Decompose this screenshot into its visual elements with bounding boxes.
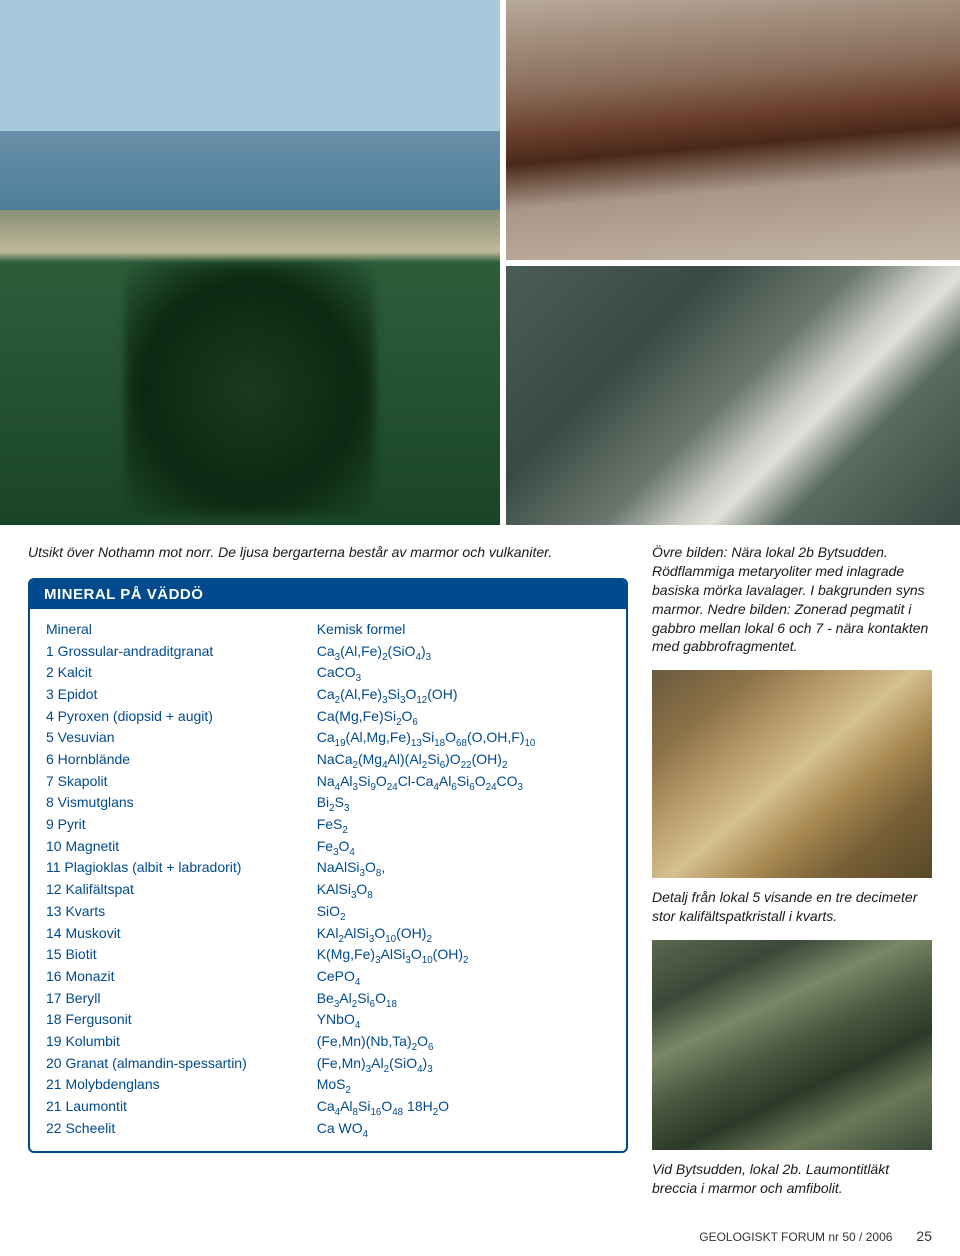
mineral-formula: Ca3(Al,Fe)2(SiO4)3: [317, 641, 610, 663]
mineral-name: 6 Hornblände: [46, 749, 317, 771]
mineral-row: 22 ScheelitCa WO4: [46, 1118, 610, 1140]
mineral-name: 14 Muskovit: [46, 923, 317, 945]
left-column: Utsikt över Nothamn mot norr. De ljusa b…: [28, 543, 628, 1198]
mineral-formula: Bi2S3: [317, 792, 610, 814]
right-column: Övre bilden: Nära lokal 2b Bytsudden. Rö…: [652, 543, 932, 1198]
mineral-name: 1 Grossular-andraditgranat: [46, 641, 317, 663]
mineral-name: 7 Skapolit: [46, 771, 317, 793]
mineral-formula: FeS2: [317, 814, 610, 836]
mineral-formula: MoS2: [317, 1074, 610, 1096]
mineral-formula: SiO2: [317, 901, 610, 923]
mineral-name: 21 Laumontit: [46, 1096, 317, 1118]
page-footer: GEOLOGISKT FORUM nr 50 / 2006 25: [699, 1228, 932, 1244]
mineral-name: 10 Magnetit: [46, 836, 317, 858]
mineral-formula: KAl2AlSi3O10(OH)2: [317, 923, 610, 945]
mineral-formula: Ca19(Al,Mg,Fe)13Si18O68(O,OH,F)10: [317, 727, 610, 749]
mineral-table-box: MINERAL PÅ VÄDDÖ Mineral Kemisk formel 1…: [28, 578, 628, 1154]
photo-nothamn-view: [0, 0, 500, 525]
mineral-formula: CePO4: [317, 966, 610, 988]
mineral-table-title: MINERAL PÅ VÄDDÖ: [30, 580, 626, 609]
mineral-formula: CaCO3: [317, 662, 610, 684]
mineral-formula: Ca2(Al,Fe)3Si3O12(OH): [317, 684, 610, 706]
mineral-name: 18 Fergusonit: [46, 1009, 317, 1031]
mineral-name: 22 Scheelit: [46, 1118, 317, 1140]
mineral-row: 20 Granat (almandin-spessartin)(Fe,Mn)3A…: [46, 1053, 610, 1075]
header-formula: Kemisk formel: [317, 619, 610, 641]
mineral-row: 1 Grossular-andraditgranatCa3(Al,Fe)2(Si…: [46, 641, 610, 663]
mineral-name: 11 Plagioklas (albit + labradorit): [46, 857, 317, 879]
mineral-name: 13 Kvarts: [46, 901, 317, 923]
mineral-row: 13 KvartsSiO2: [46, 901, 610, 923]
mineral-name: 20 Granat (almandin-spessartin): [46, 1053, 317, 1075]
mineral-row: 21 LaumontitCa4Al8Si16O48 18H2O: [46, 1096, 610, 1118]
photo-pegmatite: [506, 266, 960, 526]
mineral-row: 12 KalifältspatKAlSi3O8: [46, 879, 610, 901]
mineral-formula: Be3Al2Si6O18: [317, 988, 610, 1010]
mineral-formula: (Fe,Mn)3Al2(SiO4)3: [317, 1053, 610, 1075]
mineral-row: 8 VismutglansBi2S3: [46, 792, 610, 814]
right-caption-mid: Detalj från lokal 5 visande en tre decim…: [652, 888, 932, 926]
mineral-name: 9 Pyrit: [46, 814, 317, 836]
mineral-formula: (Fe,Mn)(Nb,Ta)2O6: [317, 1031, 610, 1053]
mineral-row: 21 MolybdenglansMoS2: [46, 1074, 610, 1096]
mineral-name: 12 Kalifältspat: [46, 879, 317, 901]
publication-label: GEOLOGISKT FORUM nr 50 / 2006: [699, 1230, 892, 1244]
mineral-name: 21 Molybdenglans: [46, 1074, 317, 1096]
mineral-formula: NaCa2(Mg4Al)(Al2Si6)O22(OH)2: [317, 749, 610, 771]
mineral-formula: KAlSi3O8: [317, 879, 610, 901]
right-caption-top: Övre bilden: Nära lokal 2b Bytsudden. Rö…: [652, 543, 932, 656]
mineral-row: 6 HornbländeNaCa2(Mg4Al)(Al2Si6)O22(OH)2: [46, 749, 610, 771]
mineral-row: 2 KalcitCaCO3: [46, 662, 610, 684]
photo-breccia: [652, 940, 932, 1150]
mineral-row: 9 PyritFeS2: [46, 814, 610, 836]
mineral-formula: NaAlSi3O8,: [317, 857, 610, 879]
mineral-formula: Ca4Al8Si16O48 18H2O: [317, 1096, 610, 1118]
mineral-name: 2 Kalcit: [46, 662, 317, 684]
mineral-row: 14 MuskovitKAl2AlSi3O10(OH)2: [46, 923, 610, 945]
mineral-row: 11 Plagioklas (albit + labradorit)NaAlSi…: [46, 857, 610, 879]
mineral-table-header: Mineral Kemisk formel: [46, 619, 610, 641]
header-mineral: Mineral: [46, 619, 317, 641]
mineral-name: 16 Monazit: [46, 966, 317, 988]
mineral-name: 19 Kolumbit: [46, 1031, 317, 1053]
mineral-row: 7 SkapolitNa4Al3Si9O24Cl-Ca4Al6Si6O24CO3: [46, 771, 610, 793]
right-caption-bottom: Vid Bytsudden, lokal 2b. Laumontitläkt b…: [652, 1160, 932, 1198]
photo-feldspar-crystal: [652, 670, 932, 878]
top-photo-strip: [0, 0, 960, 525]
mineral-row: 15 BiotitK(Mg,Fe)3AlSi3O10(OH)2: [46, 944, 610, 966]
mineral-formula: Fe3O4: [317, 836, 610, 858]
mineral-row: 19 Kolumbit(Fe,Mn)(Nb,Ta)2O6: [46, 1031, 610, 1053]
mineral-row: 5 VesuvianCa19(Al,Mg,Fe)13Si18O68(O,OH,F…: [46, 727, 610, 749]
mineral-row: 10 MagnetitFe3O4: [46, 836, 610, 858]
mineral-row: 4 Pyroxen (diopsid + augit)Ca(Mg,Fe)Si2O…: [46, 706, 610, 728]
content-area: Utsikt över Nothamn mot norr. De ljusa b…: [0, 525, 960, 1210]
mineral-row: 18 FergusonitYNbO4: [46, 1009, 610, 1031]
mineral-row: 3 EpidotCa2(Al,Fe)3Si3O12(OH): [46, 684, 610, 706]
mineral-name: 4 Pyroxen (diopsid + augit): [46, 706, 317, 728]
mineral-name: 17 Beryll: [46, 988, 317, 1010]
photo-metaryolite: [506, 0, 960, 260]
mineral-formula: YNbO4: [317, 1009, 610, 1031]
mineral-name: 8 Vismutglans: [46, 792, 317, 814]
mineral-row: 16 MonazitCePO4: [46, 966, 610, 988]
mineral-name: 3 Epidot: [46, 684, 317, 706]
mineral-table: Mineral Kemisk formel 1 Grossular-andrad…: [30, 609, 626, 1152]
main-caption: Utsikt över Nothamn mot norr. De ljusa b…: [28, 543, 628, 562]
mineral-formula: Na4Al3Si9O24Cl-Ca4Al6Si6O24CO3: [317, 771, 610, 793]
mineral-name: 5 Vesuvian: [46, 727, 317, 749]
mineral-formula: Ca WO4: [317, 1118, 610, 1140]
photo-right-stack: [506, 0, 960, 525]
mineral-name: 15 Biotit: [46, 944, 317, 966]
mineral-formula: Ca(Mg,Fe)Si2O6: [317, 706, 610, 728]
mineral-row: 17 BeryllBe3Al2Si6O18: [46, 988, 610, 1010]
page-number: 25: [916, 1228, 932, 1244]
mineral-formula: K(Mg,Fe)3AlSi3O10(OH)2: [317, 944, 610, 966]
